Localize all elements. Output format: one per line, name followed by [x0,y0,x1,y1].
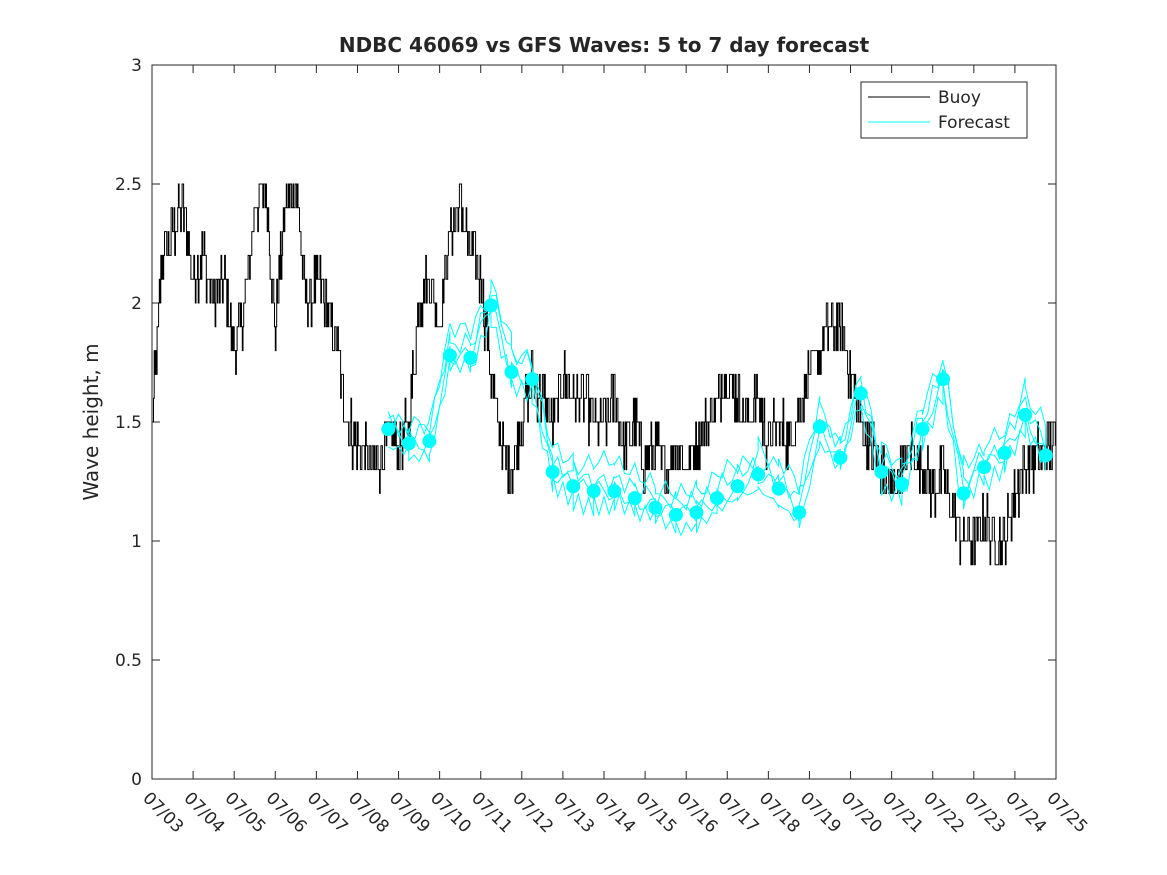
forecast-point [586,484,601,499]
forecast-point [853,386,868,401]
forecast-point [874,464,889,479]
forecast-point [525,372,540,387]
plot-frame [151,64,1057,780]
forecast-point [771,481,786,496]
forecast-point [689,505,704,520]
forecast-point [751,467,766,482]
buoy-series [152,183,1056,566]
forecast-point [792,505,807,520]
y-tick-label: 2.5 [115,175,142,195]
forecast-point [936,372,950,387]
y-tick-label: 0 [131,770,142,790]
forecast-line [387,279,1047,500]
forecast-point [504,365,519,380]
forecast-point [484,298,498,313]
y-tick-label: 2 [131,294,142,314]
forecast-point [915,422,930,437]
forecast-point [833,450,848,465]
forecast-point [894,476,909,491]
forecast-point [463,350,478,365]
forecast-point [401,436,416,451]
forecast-point [648,500,663,515]
y-tick-label: 1 [131,532,142,552]
forecast-point [956,486,971,501]
plot-area [152,65,1056,779]
forecast-point [442,348,457,363]
chart-title: NDBC 46069 vs GFS Waves: 5 to 7 day fore… [339,33,870,57]
forecast-point [566,479,581,494]
forecast-point [607,484,622,499]
forecast-point [668,507,683,522]
forecast-point [627,491,642,506]
forecast-point [977,460,992,475]
forecast-point [1018,407,1033,422]
forecast-point [997,445,1012,460]
y-tick-label: 0.5 [115,651,142,671]
y-axis-label: Wave height, m [79,343,103,500]
legend-forecast-label: Forecast [938,113,1010,133]
legend-buoy-label: Buoy [938,88,981,108]
forecast-point [545,464,560,479]
y-tick-label: 3 [131,56,142,76]
legend: Buoy Forecast [860,81,1028,139]
forecast-point [422,434,437,449]
forecast-point [812,419,827,434]
legend-box [860,81,1028,139]
y-tick-label: 1.5 [115,413,142,433]
forecast-series [381,279,1053,537]
forecast-point [1038,448,1053,463]
forecast-point [730,479,745,494]
forecast-line [388,305,1047,537]
forecast-point [381,422,396,437]
buoy-line [152,183,1056,566]
forecast-point [710,491,724,506]
